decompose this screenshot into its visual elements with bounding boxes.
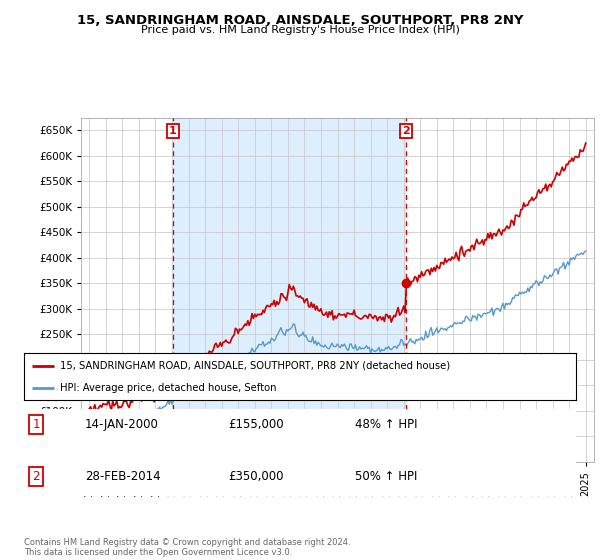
Text: 2: 2 — [403, 126, 410, 136]
Text: HPI: Average price, detached house, Sefton: HPI: Average price, detached house, Seft… — [60, 382, 277, 393]
Text: 1: 1 — [32, 418, 40, 431]
Text: 14-JAN-2000: 14-JAN-2000 — [85, 418, 158, 431]
Text: Price paid vs. HM Land Registry's House Price Index (HPI): Price paid vs. HM Land Registry's House … — [140, 25, 460, 35]
Text: £350,000: £350,000 — [228, 470, 284, 483]
Bar — [173, 118, 406, 462]
Text: Contains HM Land Registry data © Crown copyright and database right 2024.
This d: Contains HM Land Registry data © Crown c… — [24, 538, 350, 557]
Text: 48% ↑ HPI: 48% ↑ HPI — [355, 418, 418, 431]
Text: 28-FEB-2014: 28-FEB-2014 — [85, 470, 160, 483]
Text: 2: 2 — [32, 470, 40, 483]
Text: £155,000: £155,000 — [228, 418, 284, 431]
Text: 15, SANDRINGHAM ROAD, AINSDALE, SOUTHPORT, PR8 2NY (detached house): 15, SANDRINGHAM ROAD, AINSDALE, SOUTHPOR… — [60, 361, 450, 371]
Text: 1: 1 — [169, 126, 176, 136]
Text: 15, SANDRINGHAM ROAD, AINSDALE, SOUTHPORT, PR8 2NY: 15, SANDRINGHAM ROAD, AINSDALE, SOUTHPOR… — [77, 14, 523, 27]
Text: 50% ↑ HPI: 50% ↑ HPI — [355, 470, 418, 483]
